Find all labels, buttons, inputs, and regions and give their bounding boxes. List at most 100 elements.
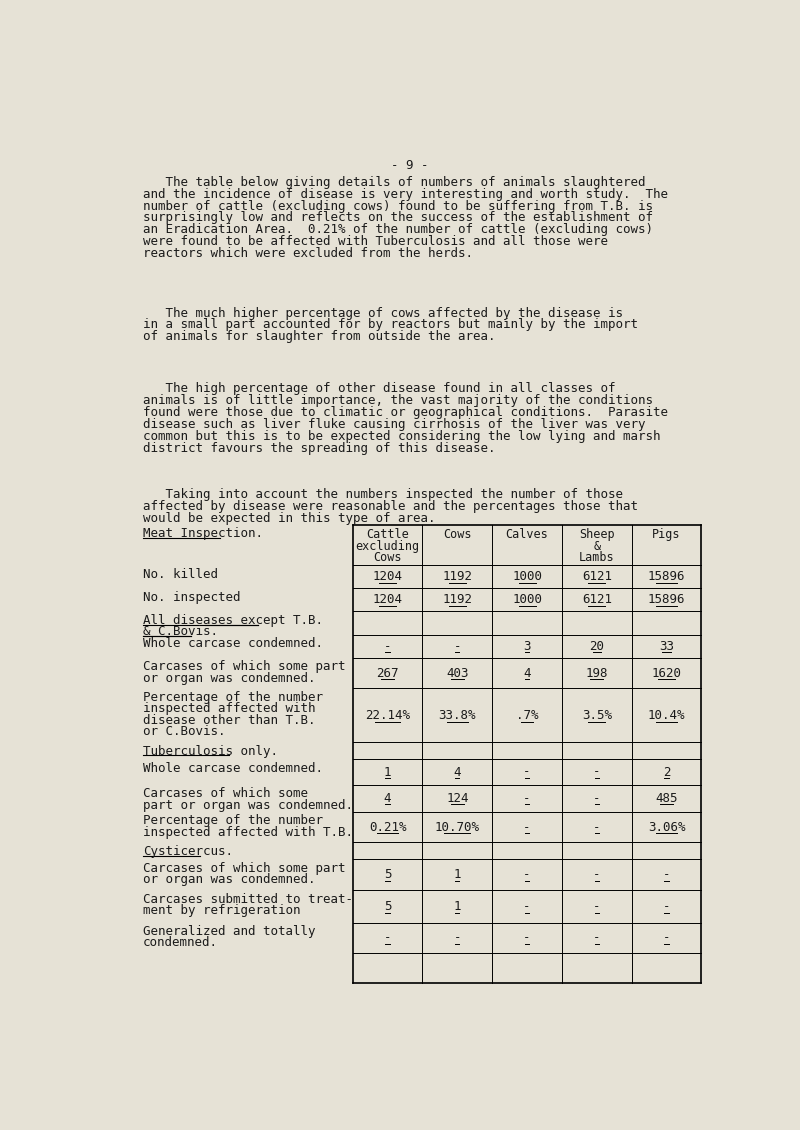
Text: No. killed: No. killed xyxy=(142,567,218,581)
Text: The much higher percentage of cows affected by the disease is: The much higher percentage of cows affec… xyxy=(142,306,622,320)
Text: -: - xyxy=(523,765,530,779)
Text: or C.Bovis.: or C.Bovis. xyxy=(142,725,225,738)
Text: & C.Bovis.: & C.Bovis. xyxy=(142,625,218,638)
Text: 4: 4 xyxy=(454,765,461,779)
Text: 1204: 1204 xyxy=(373,571,402,583)
Text: 2: 2 xyxy=(662,765,670,779)
Text: 3.5%: 3.5% xyxy=(582,709,612,722)
Text: -: - xyxy=(454,931,461,945)
Text: Cows: Cows xyxy=(374,551,402,564)
Text: -: - xyxy=(454,640,461,653)
Text: Pigs: Pigs xyxy=(652,529,681,541)
Text: 10.4%: 10.4% xyxy=(648,709,686,722)
Text: animals is of little importance, the vast majority of the conditions: animals is of little importance, the vas… xyxy=(142,394,653,407)
Text: -: - xyxy=(593,765,601,779)
Text: -: - xyxy=(593,792,601,805)
Text: -: - xyxy=(523,931,530,945)
Text: of animals for slaughter from outside the area.: of animals for slaughter from outside th… xyxy=(142,330,495,344)
Text: The table below giving details of numbers of animals slaughtered: The table below giving details of number… xyxy=(142,175,645,189)
Text: 403: 403 xyxy=(446,667,469,679)
Text: 3.06%: 3.06% xyxy=(648,820,686,834)
Text: -: - xyxy=(523,899,530,913)
Text: reactors which were excluded from the herds.: reactors which were excluded from the he… xyxy=(142,247,473,260)
Text: -: - xyxy=(662,899,670,913)
Text: were found to be affected with Tuberculosis and all those were: were found to be affected with Tuberculo… xyxy=(142,235,608,249)
Text: -: - xyxy=(593,899,601,913)
Text: Percentage of the number: Percentage of the number xyxy=(142,814,322,827)
Text: 1: 1 xyxy=(454,899,461,913)
Text: 5: 5 xyxy=(384,868,391,881)
Text: 33.8%: 33.8% xyxy=(438,709,476,722)
Text: 10.70%: 10.70% xyxy=(434,820,480,834)
Text: Carcases of which some part: Carcases of which some part xyxy=(142,660,345,673)
Text: All diseases except T.B.: All diseases except T.B. xyxy=(142,614,322,627)
Text: disease such as liver fluke causing cirrhosis of the liver was very: disease such as liver fluke causing cirr… xyxy=(142,418,645,431)
Text: Cysticercus.: Cysticercus. xyxy=(142,845,233,858)
Text: part or organ was condemned.: part or organ was condemned. xyxy=(142,799,353,811)
Text: Carcases of which some: Carcases of which some xyxy=(142,786,308,800)
Text: Tuberculosis only.: Tuberculosis only. xyxy=(142,745,278,758)
Text: -: - xyxy=(523,820,530,834)
Text: The high percentage of other disease found in all classes of: The high percentage of other disease fou… xyxy=(142,382,615,395)
Text: common but this is to be expected considering the low lying and marsh: common but this is to be expected consid… xyxy=(142,429,660,443)
Text: -: - xyxy=(384,640,391,653)
Text: would be expected in this type of area.: would be expected in this type of area. xyxy=(142,512,435,525)
Text: or organ was condemned.: or organ was condemned. xyxy=(142,671,315,685)
Text: inspected affected with T.B.: inspected affected with T.B. xyxy=(142,826,353,838)
Text: 4: 4 xyxy=(384,792,391,805)
Text: 6121: 6121 xyxy=(582,593,612,607)
Text: Taking into account the numbers inspected the number of those: Taking into account the numbers inspecte… xyxy=(142,488,622,502)
Text: or organ was condemned.: or organ was condemned. xyxy=(142,873,315,886)
Text: 124: 124 xyxy=(446,792,469,805)
Text: -: - xyxy=(593,931,601,945)
Text: -: - xyxy=(662,868,670,881)
Text: No. inspected: No. inspected xyxy=(142,591,240,603)
Text: Generalized and totally: Generalized and totally xyxy=(142,924,315,938)
Text: 20: 20 xyxy=(590,640,604,653)
Text: district favours the spreading of this disease.: district favours the spreading of this d… xyxy=(142,442,495,454)
Text: -: - xyxy=(593,868,601,881)
Text: surprisingly low and reflects on the success of the establishment of: surprisingly low and reflects on the suc… xyxy=(142,211,653,225)
Text: Whole carcase condemned.: Whole carcase condemned. xyxy=(142,762,322,774)
Text: excluding: excluding xyxy=(355,540,419,553)
Text: ment by refrigeration: ment by refrigeration xyxy=(142,904,300,918)
Text: Sheep: Sheep xyxy=(579,529,614,541)
Text: Cattle: Cattle xyxy=(366,529,409,541)
Text: 485: 485 xyxy=(655,792,678,805)
Text: disease other than T.B.: disease other than T.B. xyxy=(142,714,315,727)
Text: Calves: Calves xyxy=(506,529,549,541)
Text: and the incidence of disease is very interesting and worth study.  The: and the incidence of disease is very int… xyxy=(142,188,668,201)
Text: -: - xyxy=(593,820,601,834)
Text: 33: 33 xyxy=(659,640,674,653)
Text: affected by disease were reasonable and the percentages those that: affected by disease were reasonable and … xyxy=(142,501,638,513)
Text: 1000: 1000 xyxy=(512,593,542,607)
Text: condemned.: condemned. xyxy=(142,937,218,949)
Text: Carcases of which some part: Carcases of which some part xyxy=(142,862,345,875)
Text: 267: 267 xyxy=(376,667,398,679)
Text: -: - xyxy=(662,931,670,945)
Text: Lambs: Lambs xyxy=(579,551,614,564)
Text: 198: 198 xyxy=(586,667,608,679)
Text: Carcases submitted to treat-: Carcases submitted to treat- xyxy=(142,893,353,905)
Text: in a small part accounted for by reactors but mainly by the import: in a small part accounted for by reactor… xyxy=(142,319,638,331)
Text: 1192: 1192 xyxy=(442,593,472,607)
Text: Percentage of the number: Percentage of the number xyxy=(142,690,322,704)
Text: - 9 -: - 9 - xyxy=(391,158,429,172)
Text: inspected affected with: inspected affected with xyxy=(142,703,315,715)
Text: 15896: 15896 xyxy=(648,571,686,583)
Text: 1620: 1620 xyxy=(651,667,682,679)
Text: -: - xyxy=(523,792,530,805)
Text: 22.14%: 22.14% xyxy=(365,709,410,722)
Text: 6121: 6121 xyxy=(582,571,612,583)
Text: 1000: 1000 xyxy=(512,571,542,583)
Text: &: & xyxy=(594,540,600,553)
Text: 1192: 1192 xyxy=(442,571,472,583)
Text: 5: 5 xyxy=(384,899,391,913)
Text: -: - xyxy=(384,931,391,945)
Text: 1: 1 xyxy=(454,868,461,881)
Text: 1204: 1204 xyxy=(373,593,402,607)
Text: 15896: 15896 xyxy=(648,593,686,607)
Text: 4: 4 xyxy=(523,667,530,679)
Text: number of cattle (excluding cows) found to be suffering from T.B. is: number of cattle (excluding cows) found … xyxy=(142,200,653,212)
Text: 0.21%: 0.21% xyxy=(369,820,406,834)
